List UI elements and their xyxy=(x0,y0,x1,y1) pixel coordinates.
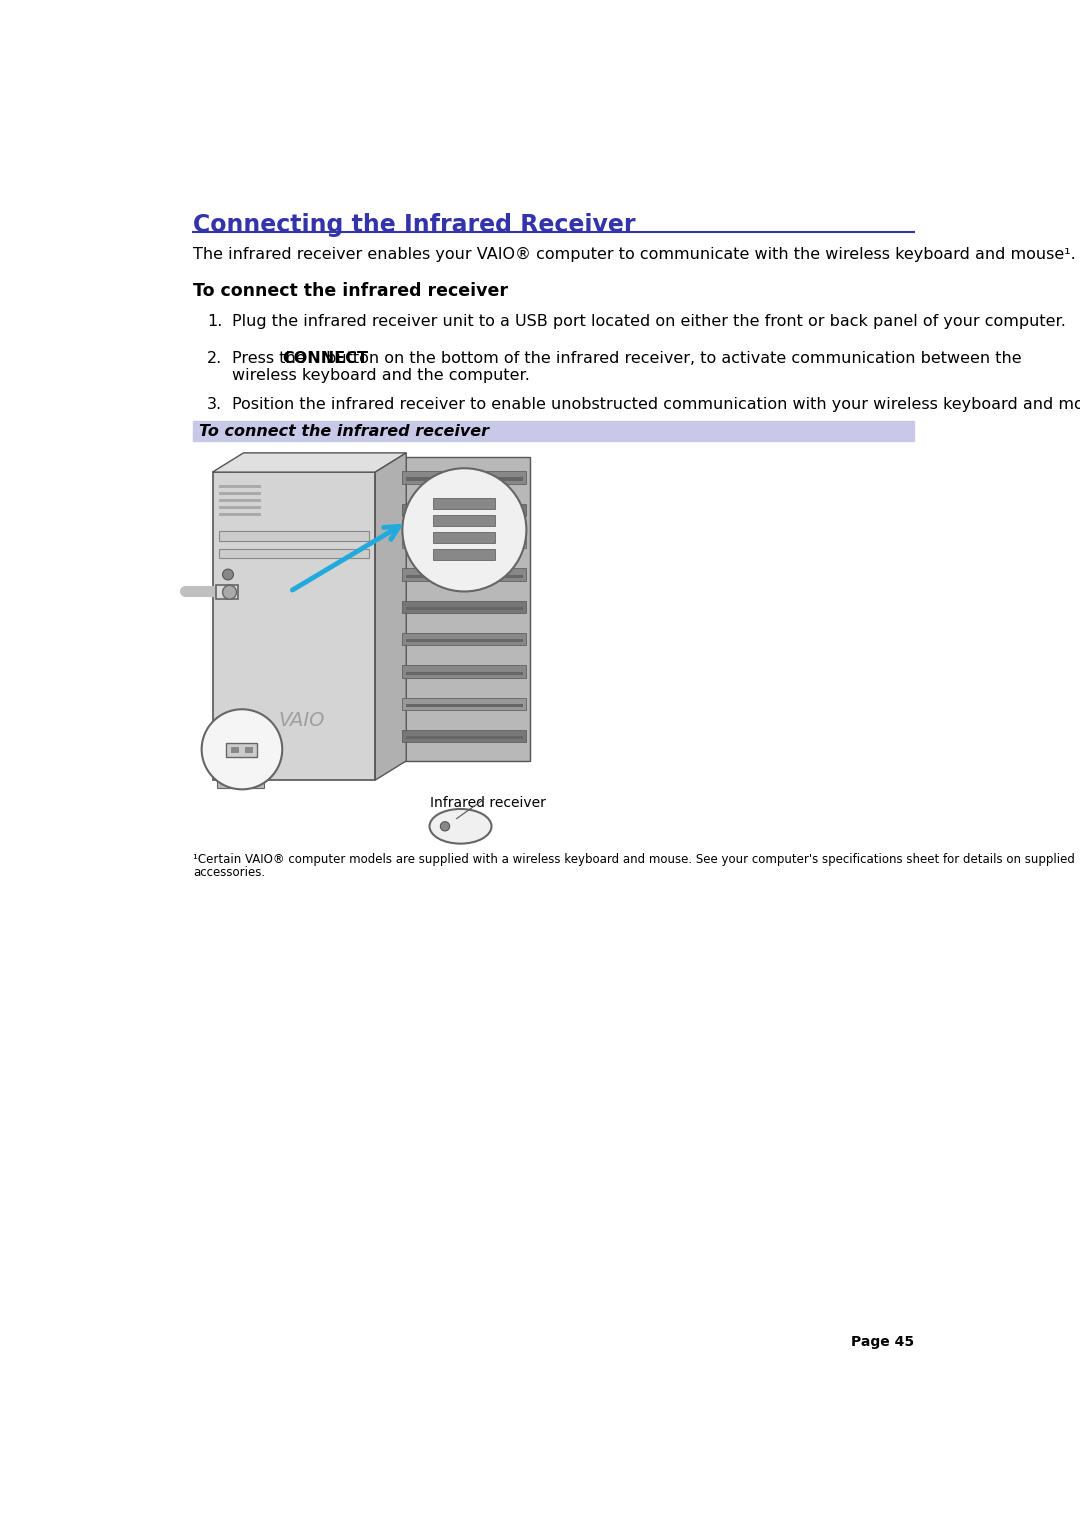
Bar xyxy=(433,532,496,542)
Text: 1.: 1. xyxy=(207,315,222,329)
Text: button on the bottom of the infrared receiver, to activate communication between: button on the bottom of the infrared rec… xyxy=(321,351,1022,367)
Text: 3.: 3. xyxy=(207,397,222,413)
Ellipse shape xyxy=(430,808,491,843)
Bar xyxy=(433,515,496,526)
Bar xyxy=(193,420,914,440)
Text: Plug the infrared receiver unit to a USB port located on either the front or bac: Plug the infrared receiver unit to a USB… xyxy=(232,315,1066,329)
Bar xyxy=(406,575,523,578)
Text: 2.: 2. xyxy=(207,351,222,367)
Text: VAIO: VAIO xyxy=(279,711,325,730)
Bar xyxy=(403,504,526,516)
Circle shape xyxy=(222,585,237,599)
Bar xyxy=(406,736,523,740)
Bar xyxy=(406,671,523,675)
Circle shape xyxy=(441,822,449,831)
Bar xyxy=(406,477,523,481)
Circle shape xyxy=(202,709,282,790)
Bar xyxy=(406,542,523,545)
Text: Page 45: Page 45 xyxy=(851,1334,914,1349)
Text: wireless keyboard and the computer.: wireless keyboard and the computer. xyxy=(232,368,530,384)
Bar xyxy=(231,747,239,753)
Bar xyxy=(245,747,253,753)
Polygon shape xyxy=(213,452,406,472)
Bar xyxy=(218,532,369,541)
Text: The infrared receiver enables your VAIO® computer to communicate with the wirele: The infrared receiver enables your VAIO®… xyxy=(193,248,1076,263)
Bar xyxy=(218,506,261,509)
Bar xyxy=(231,767,239,773)
Bar xyxy=(406,639,523,642)
Bar xyxy=(216,585,238,599)
Text: To connect the infrared receiver: To connect the infrared receiver xyxy=(200,423,489,439)
Text: Connecting the Infrared Receiver: Connecting the Infrared Receiver xyxy=(193,212,636,237)
Bar xyxy=(218,486,261,489)
Polygon shape xyxy=(375,452,406,781)
Bar xyxy=(403,698,526,711)
Bar xyxy=(218,500,261,503)
Bar xyxy=(218,549,369,558)
Text: CONNECT: CONNECT xyxy=(282,351,368,367)
Bar xyxy=(403,536,526,549)
Bar xyxy=(403,601,526,613)
Bar xyxy=(218,492,261,495)
Bar xyxy=(218,767,227,773)
Bar xyxy=(403,633,526,645)
Bar xyxy=(406,704,523,707)
Text: Position the infrared receiver to enable unobstructed communication with your wi: Position the infrared receiver to enable… xyxy=(232,397,1080,413)
Bar xyxy=(218,513,261,516)
Bar xyxy=(433,498,496,509)
Bar xyxy=(406,510,523,513)
Text: Infrared receiver: Infrared receiver xyxy=(430,796,545,810)
FancyArrowPatch shape xyxy=(293,526,400,590)
FancyBboxPatch shape xyxy=(213,472,375,781)
Bar xyxy=(243,767,252,773)
Text: Press the: Press the xyxy=(232,351,311,367)
Bar xyxy=(403,730,526,743)
Bar xyxy=(403,568,526,581)
Text: ¹Certain VAIO® computer models are supplied with a wireless keyboard and mouse. : ¹Certain VAIO® computer models are suppl… xyxy=(193,853,1075,866)
Circle shape xyxy=(403,468,526,591)
Text: accessories.: accessories. xyxy=(193,865,266,879)
Bar xyxy=(227,743,257,756)
Text: To connect the infrared receiver: To connect the infrared receiver xyxy=(193,283,508,299)
Bar xyxy=(403,665,526,678)
FancyBboxPatch shape xyxy=(399,457,530,761)
Bar xyxy=(217,769,264,788)
Circle shape xyxy=(222,568,233,581)
Bar xyxy=(403,471,526,484)
Bar xyxy=(406,607,523,610)
Bar xyxy=(433,549,496,559)
